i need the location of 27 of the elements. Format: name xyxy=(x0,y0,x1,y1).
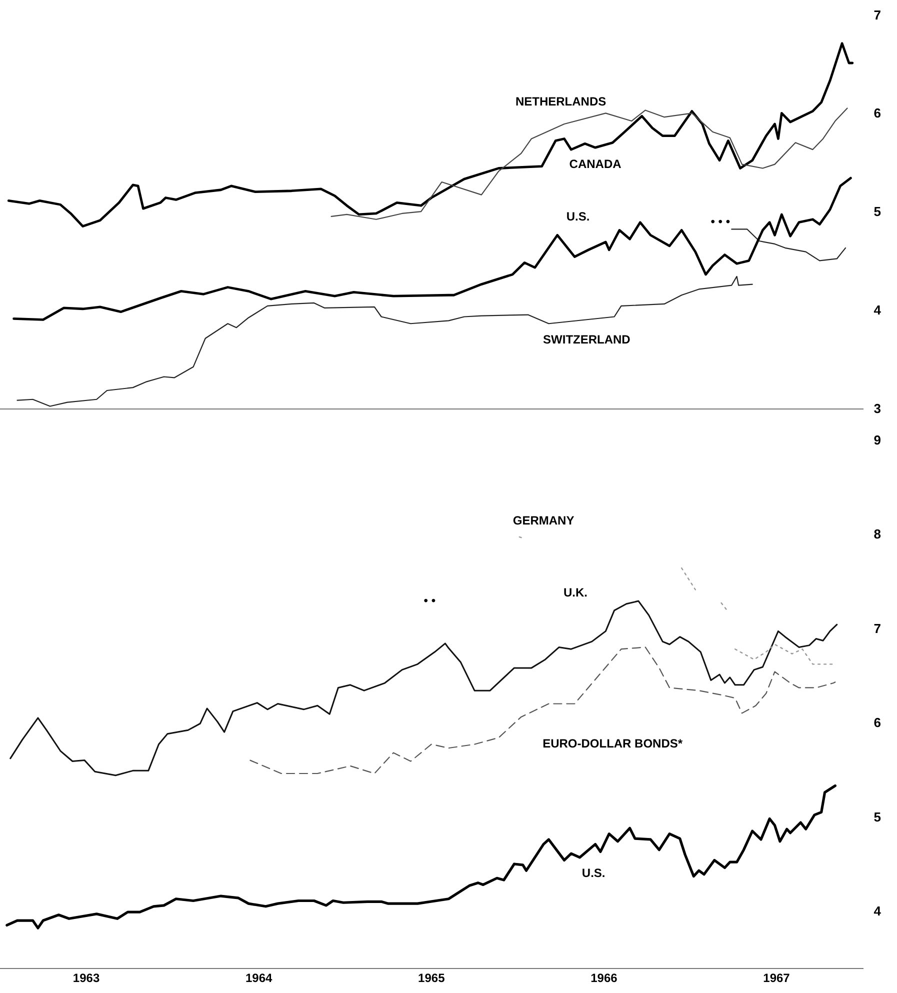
y-tick-label: 9 xyxy=(874,432,882,448)
x-tick-label: 1966 xyxy=(590,971,618,986)
x-tick-label: 1963 xyxy=(72,971,100,986)
series-label: NETHERLANDS xyxy=(515,94,606,109)
y-tick-label: 7 xyxy=(874,7,882,22)
series-label: U.S. xyxy=(582,866,606,880)
text: EURO-DOLLAR BONDS* xyxy=(542,736,683,751)
x-tick-label: 1965 xyxy=(418,971,446,986)
y-tick-label: 5 xyxy=(874,204,882,220)
y-tick-label: 6 xyxy=(874,106,882,121)
text: U.K. xyxy=(563,586,588,600)
series-label: GERMANY xyxy=(512,513,574,528)
y-tick-label: 4 xyxy=(874,904,882,919)
line-series xyxy=(250,646,836,774)
annotation: • • xyxy=(424,594,436,608)
series-label: SWITZERLAND xyxy=(543,332,631,347)
y-tick-label: 4 xyxy=(874,302,882,318)
y-tick-label: 3 xyxy=(874,400,882,416)
y-tick-label: 8 xyxy=(874,526,882,542)
y-tick-label: 5 xyxy=(874,809,882,824)
y-tick-label: 6 xyxy=(874,715,882,730)
series-label: U.S. xyxy=(566,210,590,224)
y-tick-label: 7 xyxy=(874,620,882,636)
series-label: CANADA xyxy=(569,156,622,171)
x-tick-label: 1964 xyxy=(245,971,272,986)
x-tick-label: 1967 xyxy=(763,971,790,986)
annotation: • • • xyxy=(710,214,730,229)
